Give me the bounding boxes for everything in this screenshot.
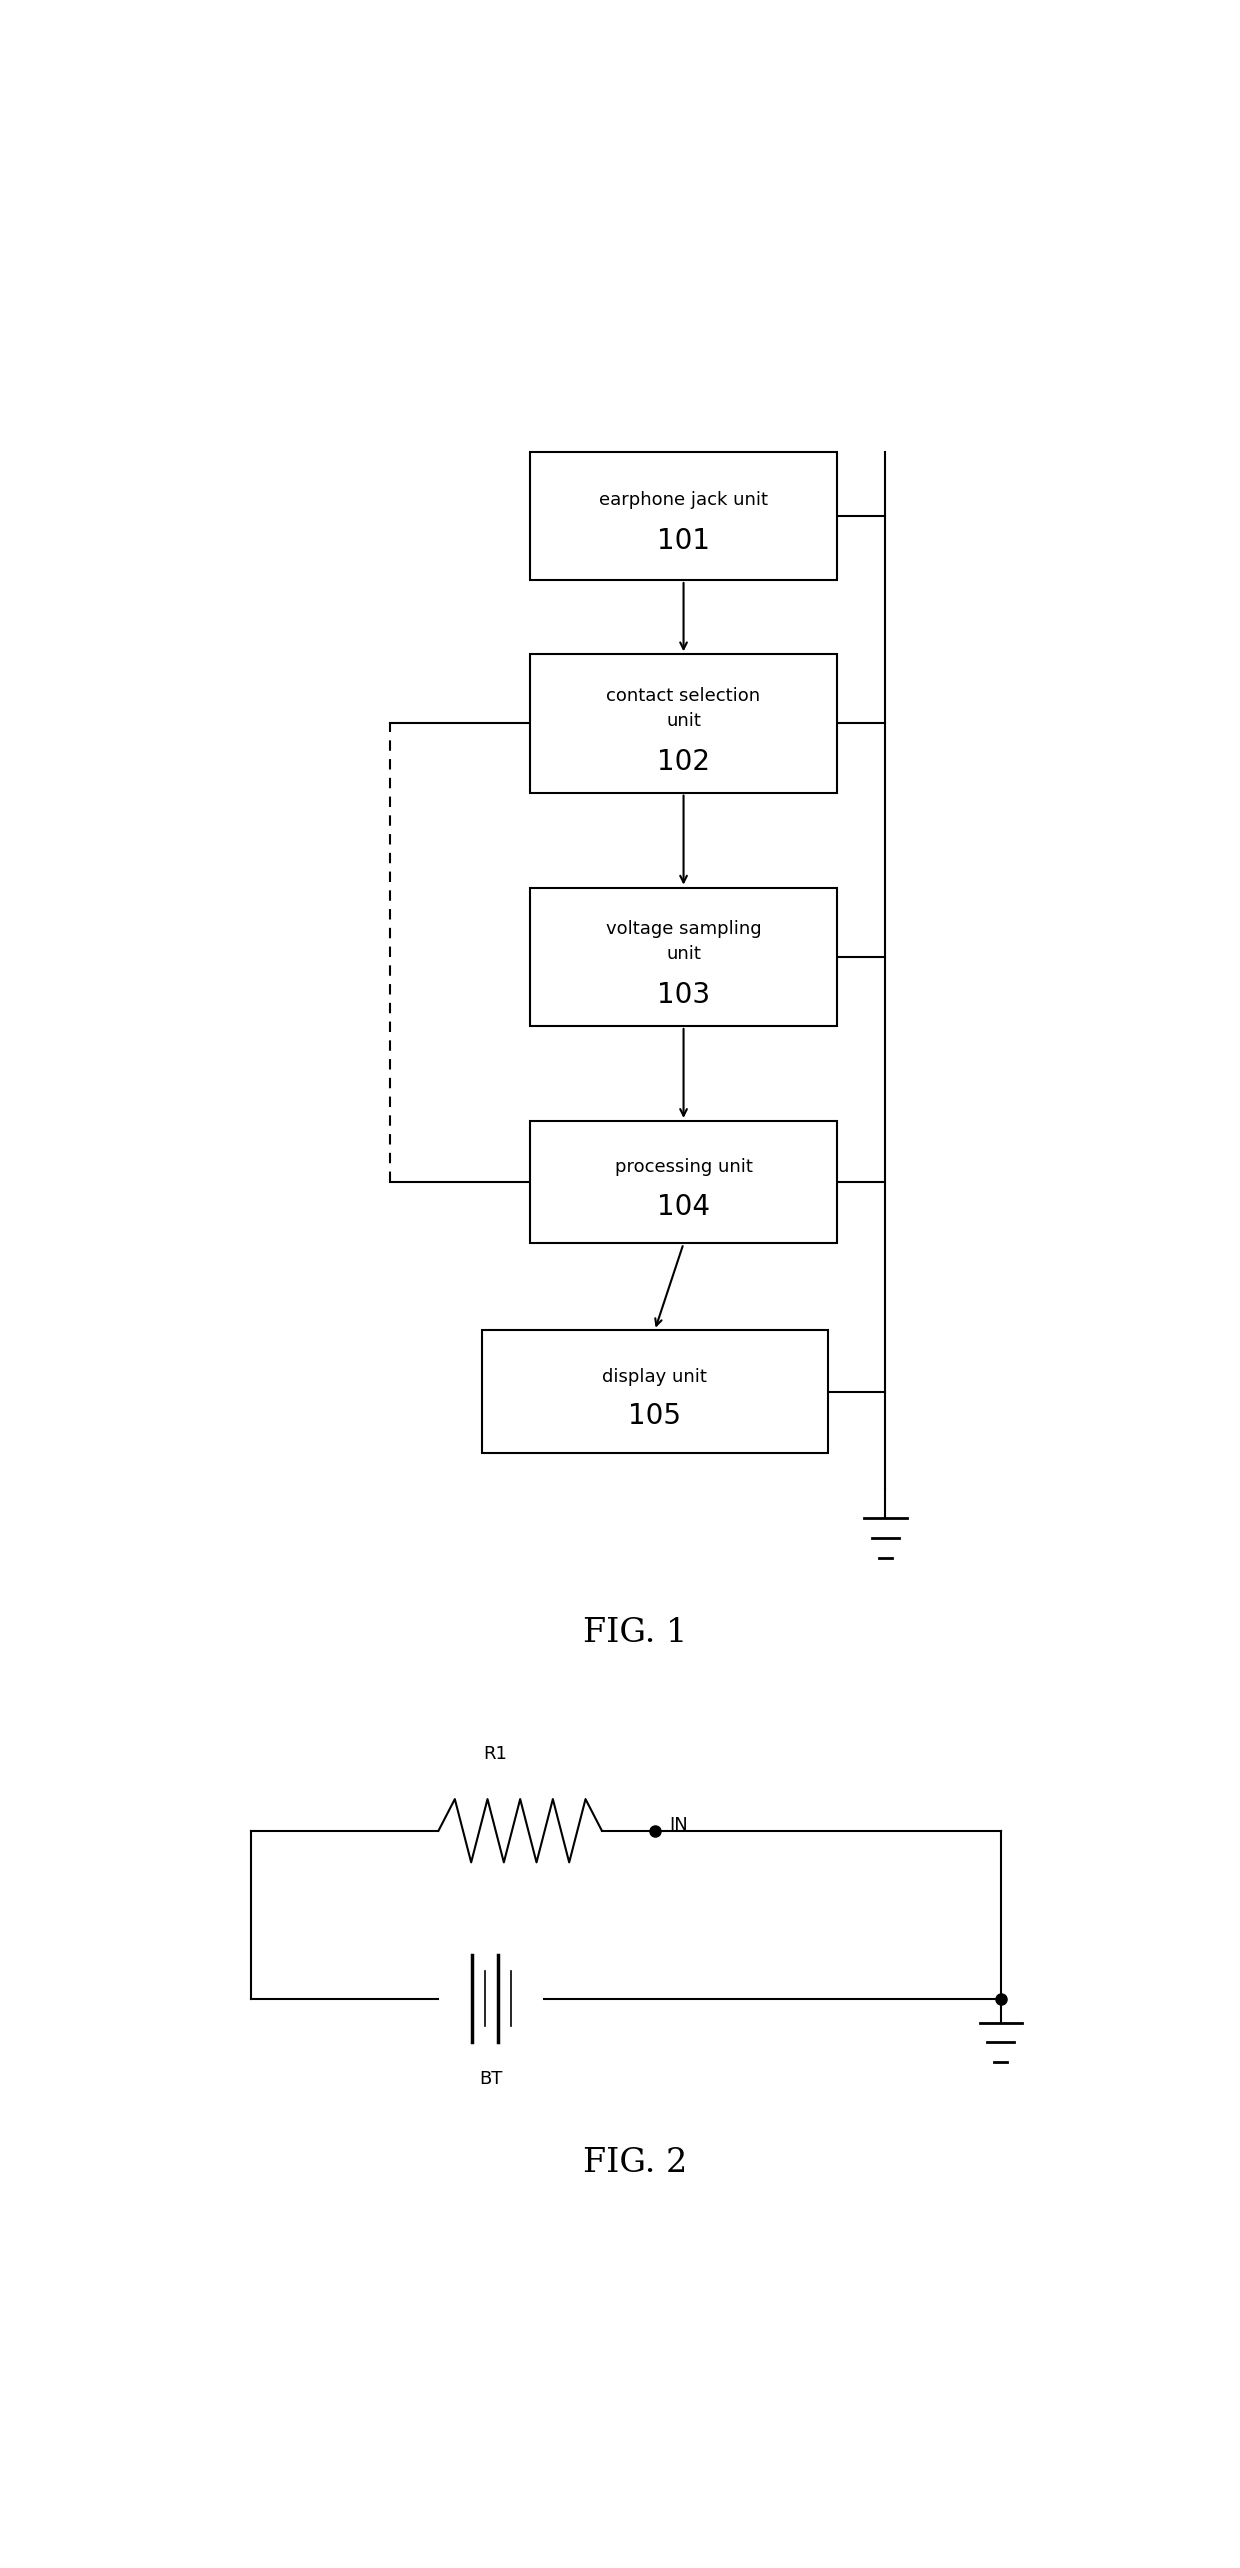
Text: display unit: display unit bbox=[603, 1369, 707, 1387]
FancyBboxPatch shape bbox=[481, 1330, 828, 1453]
FancyBboxPatch shape bbox=[529, 889, 837, 1027]
Text: 104: 104 bbox=[657, 1192, 711, 1220]
Text: processing unit: processing unit bbox=[615, 1158, 753, 1176]
Text: unit: unit bbox=[666, 945, 701, 963]
FancyBboxPatch shape bbox=[529, 655, 837, 794]
Text: contact selection: contact selection bbox=[606, 686, 760, 704]
Text: 102: 102 bbox=[657, 747, 711, 776]
Text: IN: IN bbox=[670, 1816, 688, 1834]
Text: BT: BT bbox=[480, 2070, 503, 2088]
Text: FIG. 1: FIG. 1 bbox=[583, 1618, 688, 1649]
Text: unit: unit bbox=[666, 711, 701, 729]
Text: voltage sampling: voltage sampling bbox=[605, 919, 761, 937]
Text: 101: 101 bbox=[657, 526, 711, 555]
Text: 105: 105 bbox=[629, 1402, 681, 1430]
FancyBboxPatch shape bbox=[529, 1120, 837, 1243]
Text: R1: R1 bbox=[484, 1746, 507, 1764]
Text: FIG. 2: FIG. 2 bbox=[583, 2147, 688, 2178]
FancyBboxPatch shape bbox=[529, 452, 837, 580]
Text: earphone jack unit: earphone jack unit bbox=[599, 490, 768, 508]
Text: 103: 103 bbox=[657, 981, 711, 1009]
